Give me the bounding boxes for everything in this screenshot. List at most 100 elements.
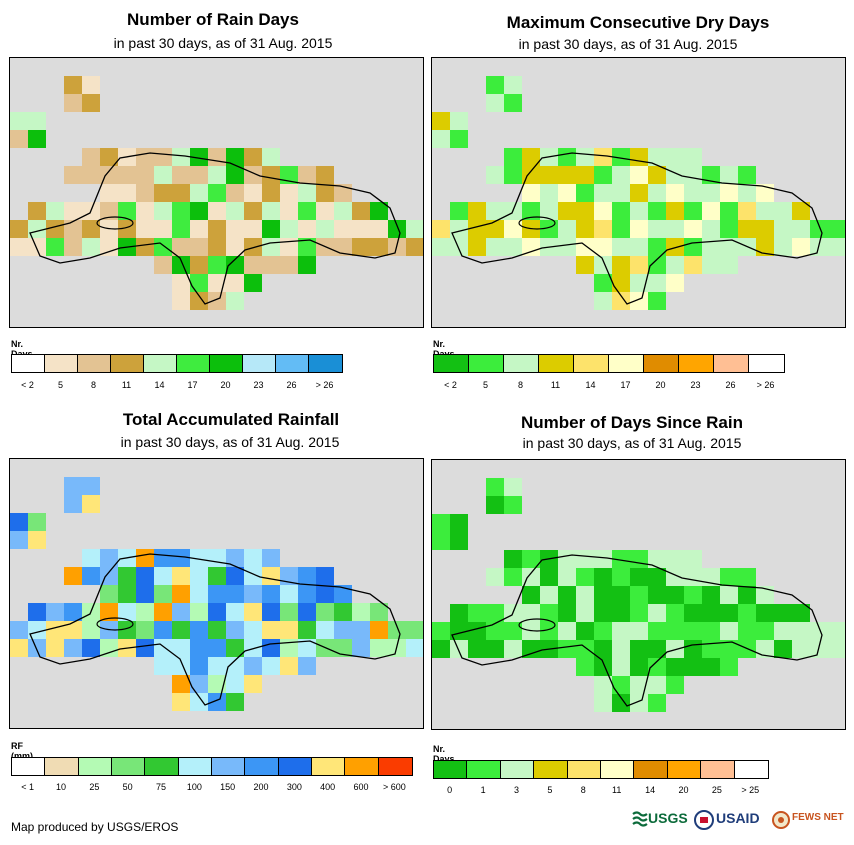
grid-cell bbox=[684, 604, 702, 622]
grid-cell bbox=[468, 640, 486, 658]
grid-cell bbox=[720, 640, 738, 658]
island-outline bbox=[451, 554, 823, 707]
grid-cell bbox=[190, 693, 208, 711]
grid-cell bbox=[370, 603, 388, 621]
grid-cell bbox=[648, 166, 666, 184]
grid-cell bbox=[432, 130, 450, 148]
grid-cell bbox=[612, 658, 630, 676]
legend-label: 100 bbox=[186, 782, 202, 792]
grid-cell bbox=[504, 640, 522, 658]
grid-cell bbox=[46, 621, 64, 639]
grid-cell bbox=[190, 274, 208, 292]
legend-label: 5 bbox=[482, 380, 489, 390]
grid-cell bbox=[370, 639, 388, 657]
grid-cell bbox=[612, 604, 630, 622]
legend-title: Nr. Days bbox=[433, 744, 455, 764]
grid-cell bbox=[684, 220, 702, 238]
legend-label: 3 bbox=[513, 785, 520, 795]
grid-cell bbox=[720, 184, 738, 202]
grid-cell bbox=[594, 694, 612, 712]
grid-cell bbox=[226, 238, 244, 256]
grid-cell bbox=[298, 238, 316, 256]
grid-cell bbox=[720, 256, 738, 274]
grid-cell bbox=[630, 202, 648, 220]
grid-cell bbox=[702, 568, 720, 586]
map-days-since-rain bbox=[431, 459, 846, 730]
legend-swatch bbox=[667, 761, 702, 778]
grid-cell bbox=[522, 238, 540, 256]
grid-cell bbox=[576, 550, 594, 568]
grid-cell bbox=[828, 640, 845, 658]
legend-labels: < 1 10 25 50 75 100 150 200 300 400 600 > 600 bbox=[11, 782, 411, 794]
grid-cell bbox=[226, 292, 244, 310]
grid-cell bbox=[28, 621, 46, 639]
grid-cell bbox=[630, 640, 648, 658]
grid-cell bbox=[190, 621, 208, 639]
grid-cell bbox=[262, 184, 280, 202]
grid-cell bbox=[208, 238, 226, 256]
grid-cell bbox=[262, 621, 280, 639]
grid-cell bbox=[118, 603, 136, 621]
grid-cell bbox=[720, 622, 738, 640]
legend-label: 10 bbox=[55, 782, 67, 792]
grid-cell bbox=[432, 238, 450, 256]
grid-cell bbox=[630, 292, 648, 310]
grid-cell bbox=[64, 238, 82, 256]
grid-cell bbox=[828, 220, 845, 238]
grid-cell bbox=[136, 639, 154, 657]
grid-cell bbox=[810, 220, 828, 238]
usaid-label: USAID bbox=[716, 810, 760, 826]
legend-swatch bbox=[210, 355, 243, 372]
grid-cell bbox=[702, 604, 720, 622]
grid-cell bbox=[64, 603, 82, 621]
grid-cell bbox=[576, 166, 594, 184]
legend-swatch bbox=[276, 355, 309, 372]
grid-cell bbox=[100, 148, 118, 166]
grid-cell bbox=[630, 274, 648, 292]
grid-cell bbox=[100, 567, 118, 585]
grid-cell bbox=[154, 184, 172, 202]
grid-cell bbox=[262, 238, 280, 256]
grid-cell bbox=[594, 292, 612, 310]
grid-cell bbox=[702, 256, 720, 274]
grid-cell bbox=[576, 640, 594, 658]
grid-cell bbox=[612, 202, 630, 220]
grid-cell bbox=[756, 604, 774, 622]
grid-cell bbox=[648, 220, 666, 238]
grid-cell bbox=[352, 238, 370, 256]
grid-cell bbox=[208, 603, 226, 621]
grid-cell bbox=[10, 112, 28, 130]
grid-cell bbox=[244, 274, 262, 292]
grid-cell bbox=[406, 220, 423, 238]
grid-cell bbox=[612, 238, 630, 256]
grid-cell bbox=[208, 202, 226, 220]
grid-cell bbox=[468, 604, 486, 622]
grid-cell bbox=[648, 622, 666, 640]
grid-cell bbox=[702, 622, 720, 640]
grid-cell bbox=[298, 639, 316, 657]
grid-cell bbox=[370, 202, 388, 220]
island-outline bbox=[96, 617, 134, 631]
grid-cell bbox=[64, 166, 82, 184]
grid-cell bbox=[702, 166, 720, 184]
grid-cell bbox=[208, 657, 226, 675]
legend-swatch bbox=[345, 758, 379, 775]
grid-cell bbox=[666, 238, 684, 256]
legend-label: 75 bbox=[155, 782, 167, 792]
grid-cell bbox=[558, 166, 576, 184]
grid-cell bbox=[594, 166, 612, 184]
legend-label: 25 bbox=[89, 782, 100, 792]
legend-swatch bbox=[567, 761, 601, 778]
fews-net-label: FEWS NET bbox=[792, 812, 844, 823]
legend-swatch bbox=[311, 758, 346, 775]
grid-cell bbox=[648, 586, 666, 604]
grid-cell bbox=[262, 603, 280, 621]
grid-cell bbox=[792, 640, 810, 658]
grid-cell bbox=[82, 94, 100, 112]
grid-cell bbox=[612, 220, 630, 238]
grid-cell bbox=[226, 639, 244, 657]
grid-cell bbox=[118, 567, 136, 585]
grid-cell bbox=[82, 495, 100, 513]
grid-cell bbox=[450, 514, 468, 532]
grid-cell bbox=[558, 640, 576, 658]
